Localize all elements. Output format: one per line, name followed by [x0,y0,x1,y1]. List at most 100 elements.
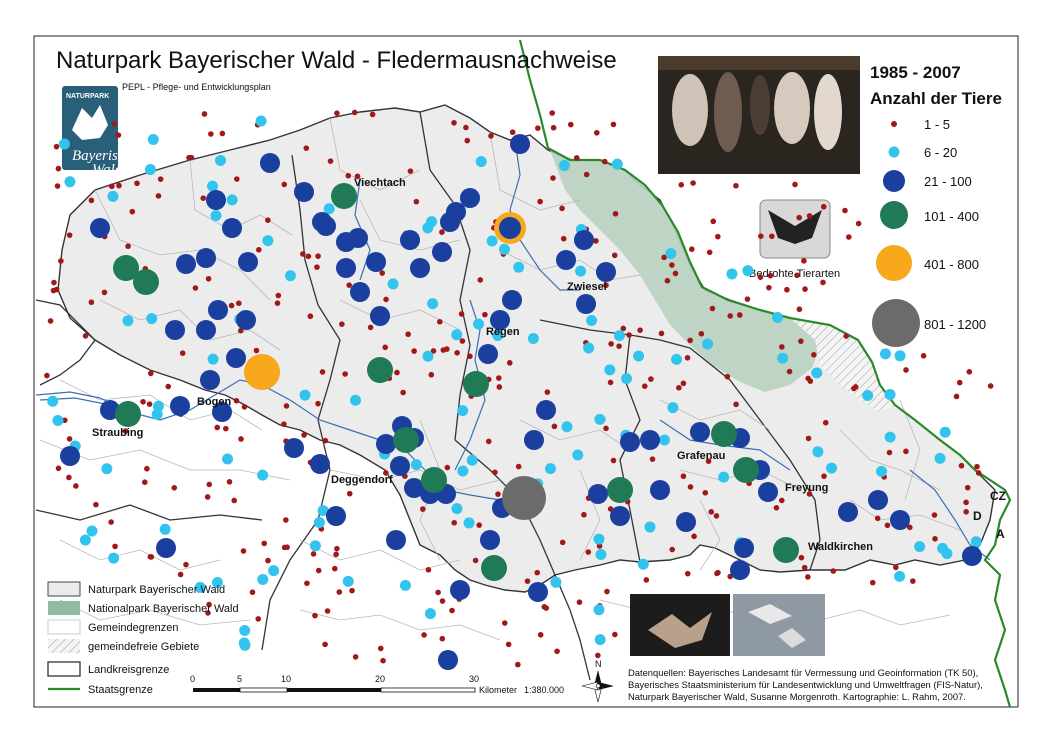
point-21-100 [432,242,452,262]
point-1-5 [709,305,716,312]
point-1-5 [283,517,289,523]
point-21-100 [460,188,480,208]
point-1-5 [253,347,260,354]
point-1-5 [205,610,211,616]
point-21-100 [690,422,710,442]
point-21-100 [176,254,196,274]
point-1-5 [769,233,775,240]
point-1-5 [524,578,531,584]
point-1-5 [515,463,522,470]
point-101-400 [421,467,447,493]
point-1-5 [206,601,212,608]
point-6-20 [387,278,399,290]
point-1-5 [228,302,235,309]
point-1-5 [886,449,893,456]
point-6-20 [313,516,325,528]
point-6-20 [667,402,679,414]
point-1-5 [275,292,282,299]
point-1-5 [931,512,938,518]
point-21-100 [294,182,314,202]
landkreis-outer [35,299,96,386]
point-6-20 [210,210,222,222]
point-101-400 [367,357,393,383]
point-1-5 [319,369,326,375]
point-1-5 [601,158,608,165]
scale-tick-20: 20 [375,674,385,684]
point-21-100 [868,490,888,510]
point-1-5 [715,569,721,576]
point-1-5 [495,491,501,497]
point-1-5 [680,380,687,387]
point-21-100 [890,510,910,530]
point-21-100 [326,506,346,526]
point-101-400 [481,555,507,581]
point-1-5 [773,505,780,511]
point-1-5 [702,489,709,496]
point-1-5 [802,286,808,292]
point-1-5 [342,371,348,377]
point-1-5 [346,282,352,288]
point-1-5 [851,385,857,392]
point-1-5 [61,417,68,424]
point-21-100 [260,153,280,173]
legend-symbol-801-1200 [872,299,920,347]
count-legend-heading: Anzahl der Tiere [870,89,1002,108]
point-1-5 [304,580,310,587]
logo-name-line1: Bayerischer [72,148,145,164]
town-label-grafenau: Grafenau [677,450,725,462]
point-21-100 [524,430,544,450]
point-1-5 [214,424,221,431]
point-1-5 [963,499,969,506]
point-1-5 [554,648,560,655]
scale-tick-0: 0 [190,674,195,684]
point-21-100 [556,250,576,270]
point-1-5 [649,456,656,462]
point-21-100 [390,456,410,476]
point-6-20 [255,115,267,127]
point-1-5 [903,367,909,373]
point-21-100 [226,348,246,368]
point-21-100 [480,530,500,550]
point-21-100 [238,252,258,272]
point-6-20 [937,542,949,554]
legend-symbol-1-5 [891,121,897,127]
point-21-100 [450,580,470,600]
point-1-5 [603,282,609,289]
point-1-5 [240,548,247,554]
point-1-5 [796,306,803,313]
point-1-5 [352,654,359,660]
point-1-5 [346,490,353,497]
point-1-5 [822,419,829,426]
point-6-20 [513,261,525,273]
point-21-100 [200,370,220,390]
point-21-100 [596,262,616,282]
scale-ratio: 1:380.000 [524,685,564,695]
point-1-5 [593,129,600,136]
point-1-5 [281,421,287,428]
point-1-5 [691,533,697,540]
point-1-5 [893,564,899,571]
point-1-5 [626,332,632,338]
point-1-5 [101,289,108,296]
map-title: Naturpark Bayerischer Wald - Fledermausn… [56,47,617,74]
point-6-20 [492,329,504,341]
point-1-5 [420,506,426,512]
point-1-5 [801,564,808,571]
point-1-5 [798,554,805,561]
point-1-5 [779,344,785,350]
point-1-5 [177,571,184,578]
point-1-5 [351,109,358,116]
point-6-20 [466,454,478,466]
point-6-20 [718,471,730,483]
point-1-5 [467,353,473,360]
area-legend-label-0: Naturpark Bayerischer Wald [88,584,225,596]
point-1-5 [345,172,352,179]
point-1-5 [380,657,386,664]
point-1-5 [585,549,592,555]
swatch-naturpark [47,581,81,597]
point-6-20 [611,158,623,170]
point-1-5 [125,243,131,250]
point-6-20 [644,521,656,533]
point-1-5 [383,296,389,303]
